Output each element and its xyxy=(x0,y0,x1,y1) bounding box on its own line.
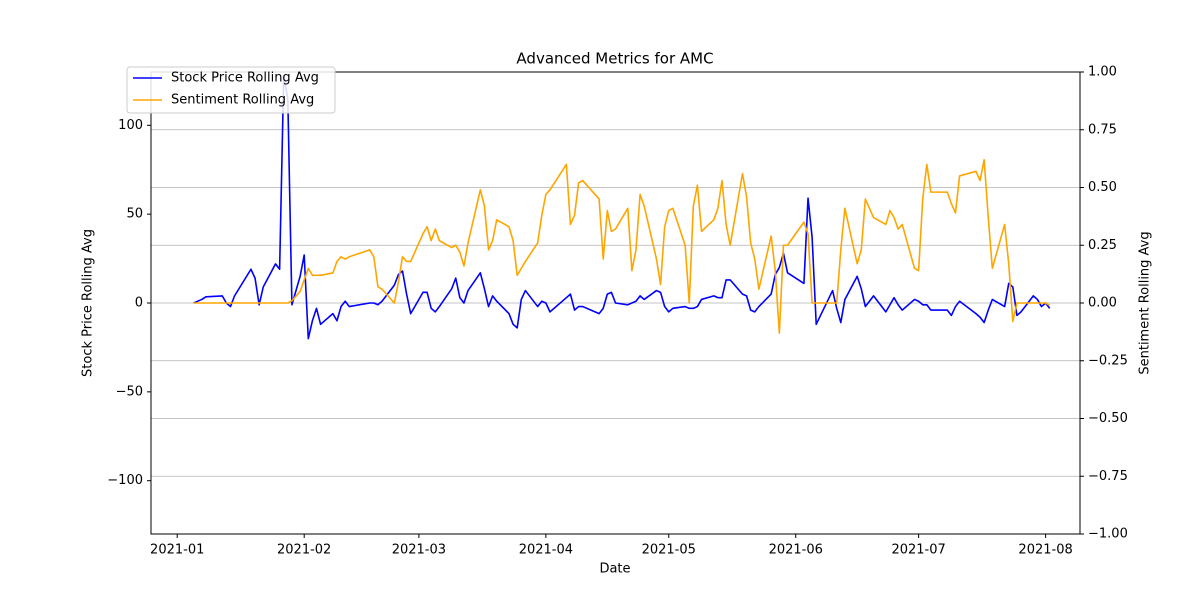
y2-axis-label: Sentiment Rolling Avg xyxy=(1138,231,1153,374)
y2-tick-label: 1.00 xyxy=(1088,65,1117,80)
y2-tick-label: −0.25 xyxy=(1088,353,1128,368)
data-line xyxy=(193,74,1051,340)
x-tick-label: 2021-01 xyxy=(150,543,204,558)
y-tick-label: 50 xyxy=(126,207,143,222)
y-tick-label: −100 xyxy=(107,473,143,488)
y2-tick-label: −0.75 xyxy=(1088,469,1128,484)
x-tick-label: 2021-07 xyxy=(891,543,945,558)
x-tick-label: 2021-02 xyxy=(277,543,331,558)
y2-tick-label: −1.00 xyxy=(1088,527,1128,542)
y-tick-label: 100 xyxy=(118,118,143,133)
y2-tick-label: 0.75 xyxy=(1088,122,1117,137)
y2-tick-label: 0.50 xyxy=(1088,180,1117,195)
y-tick-label: 0 xyxy=(135,296,143,311)
x-tick-label: 2021-08 xyxy=(1018,543,1072,558)
legend-label: Stock Price Rolling Avg xyxy=(171,71,319,86)
chart-title: Advanced Metrics for AMC xyxy=(516,50,713,68)
legend-box xyxy=(126,66,336,114)
x-tick-label: 2021-03 xyxy=(392,543,446,558)
y-axis-label: Stock Price Rolling Avg xyxy=(81,229,96,377)
x-axis-label: Date xyxy=(599,562,630,577)
y-tick-label: −50 xyxy=(116,384,143,399)
x-tick-label: 2021-05 xyxy=(642,543,696,558)
plot-frame xyxy=(150,71,1081,535)
y2-tick-label: −0.50 xyxy=(1088,411,1128,426)
y2-tick-label: 0.00 xyxy=(1088,296,1117,311)
x-tick-label: 2021-04 xyxy=(519,543,573,558)
x-tick-label: 2021-06 xyxy=(769,543,823,558)
data-line xyxy=(193,158,1051,334)
legend-label: Sentiment Rolling Avg xyxy=(171,93,314,108)
y2-tick-label: 0.25 xyxy=(1088,238,1117,253)
